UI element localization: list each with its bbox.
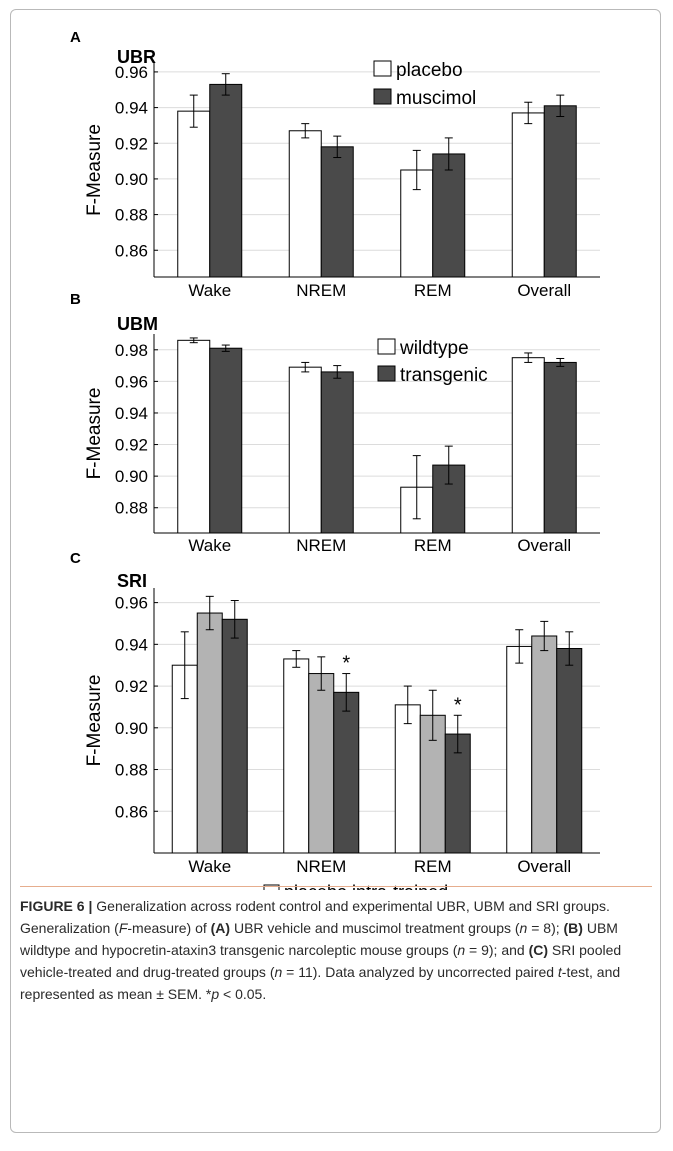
panel-c-bar-overall-2 [531,635,558,854]
panel-c-bar-nrem-2 [308,673,335,854]
panel-c-y-tick-label: 0.96 [115,594,148,613]
caption-text-segment: n [457,942,466,958]
panel-b-bar-wake-1 [177,339,211,534]
caption-text-segment: = 11). Data analyzed by uncorrected pair… [282,964,558,980]
panel-b-x-tick-label: REM [414,536,452,555]
panel-a-title: UBR [117,47,156,67]
panel-a-bar-nrem-1 [288,130,322,278]
caption-text-segment: (B) [563,920,583,936]
panel-b-bar-wake-2 [209,347,243,534]
panel-b-legend-swatch [377,338,396,355]
panel-c-x-tick-label: Overall [517,857,571,876]
panel-a-bar-rem-2 [432,153,466,278]
panel-a-bar-overall-1 [511,112,545,278]
panel-b-y-tick-label: 0.98 [115,341,148,360]
panel-b-letter: B [70,291,81,308]
panel-c-x-tick-label: Wake [188,857,231,876]
panel-b-bar-overall-2 [543,361,577,534]
caption-text-segment: p [211,986,220,1002]
panel-a-legend-swatch [373,88,392,105]
panel-b-bar-overall-1 [511,357,545,534]
panel-a-legend-label: muscimol [396,88,476,109]
caption-text-segment: (A) [210,920,231,936]
caption-text-segment: n [519,920,528,936]
panel-a-legend-label: placebo [396,60,463,81]
panel-c-bar-wake-3 [221,618,248,854]
panel-c-bar-wake-2 [196,612,223,854]
caption-text-segment: < 0.05. [219,986,267,1002]
caption-divider [20,886,652,887]
panel-b-legend-label: wildtype [399,338,469,359]
panel-c-bar-rem-1 [394,704,421,854]
panel-c-bar-overall-1 [506,645,533,854]
panel-b-y-axis-label: F-Measure [84,388,105,480]
caption-text-segment: SRI pooled vehicle-treated and drug-trea… [20,942,622,980]
panel-c-y-axis-label: F-Measure [84,675,105,767]
panel-a-y-tick-label: 0.90 [115,170,148,189]
panel-a-y-tick-label: 0.88 [115,206,148,225]
panel-a-y-tick-label: 0.96 [115,63,148,82]
panel-a-x-tick-label: NREM [296,281,346,300]
panel-a-y-axis-label: F-Measure [84,124,105,216]
panel-c-y-tick-label: 0.90 [115,719,148,738]
panel-b-bar-nrem-2 [320,371,354,534]
panel-a-x-tick-label: Wake [188,281,231,300]
panel-a-letter: A [70,29,81,46]
panel-c-significance-marker: * [454,694,462,716]
panel-a-legend-swatch [373,60,392,77]
figure-caption: FIGURE 6 | Generalization across rodent … [20,895,656,1005]
panel-a-bar-overall-2 [543,105,577,278]
panel-a-bar-wake-2 [209,83,243,278]
caption-text-segment: -measure) of [127,920,211,936]
caption-text-segment: n [274,964,283,980]
panel-a-y-tick-label: 0.86 [115,241,148,260]
panel-a-bar-wake-1 [177,110,211,278]
panel-b-legend-label: transgenic [400,365,488,386]
panel-c-y-tick-label: 0.86 [115,802,148,821]
panel-b-bar-nrem-1 [288,366,322,534]
panel-c-y-tick-label: 0.92 [115,677,148,696]
caption-text-segment: = 8); [527,920,564,936]
figure-charts: A UBR 0.86 0.88 0.90 0.92 0.94 0.96 F-Measure Wak… [70,29,600,890]
caption-figure-label: FIGURE 6 | [20,898,93,914]
panel-a-x-tick-label: REM [414,281,452,300]
panel-a-y-tick-label: 0.92 [115,134,148,153]
panel-a-y-tick-label: 0.94 [115,99,148,118]
panel-c-x-tick-label: NREM [296,857,346,876]
panel-b-legend-swatch [377,365,396,382]
caption-text-segment: UBR vehicle and muscimol treatment group… [230,920,520,936]
panel-b-y-tick-label: 0.94 [115,404,148,423]
panel-b-y-tick-label: 0.92 [115,436,148,455]
caption-text-segment: Generalization across rodent control and… [20,898,610,936]
caption-text-segment: F [118,920,128,936]
caption-text-segment: = 9); and [465,942,529,958]
panel-c-x-tick-label: REM [414,857,452,876]
panel-a-x-tick-label: Overall [517,281,571,300]
panel-b-y-tick-label: 0.88 [115,499,148,518]
panel-c-title: SRI [117,571,147,591]
caption-text-segment: t [557,964,562,980]
panel-b-y-tick-label: 0.96 [115,372,148,391]
panel-c-bar-nrem-1 [283,658,310,854]
panel-c-legend-swatch [263,884,280,890]
panel-b-x-tick-label: Overall [517,536,571,555]
panel-c-y-tick-label: 0.88 [115,761,148,780]
panel-a-bar-nrem-2 [320,146,354,278]
panel-c-significance-marker: * [342,653,350,675]
panel-b-y-tick-label: 0.90 [115,467,148,486]
panel-b-x-tick-label: Wake [188,536,231,555]
panel-c-bar-nrem-3 [333,691,360,854]
panel-c-letter: C [70,550,81,567]
panel-b-x-tick-label: NREM [296,536,346,555]
caption-text-segment: -test, and represented as mean ± SEM. * [20,964,621,1002]
panel-c-bar-overall-3 [556,648,583,854]
caption-text-segment: UBM wildtype and hypocretin-ataxin3 tran… [20,920,618,958]
caption-text-segment: (C) [528,942,549,958]
panel-c-y-tick-label: 0.94 [115,635,148,654]
panel-b-title: UBM [117,314,158,334]
